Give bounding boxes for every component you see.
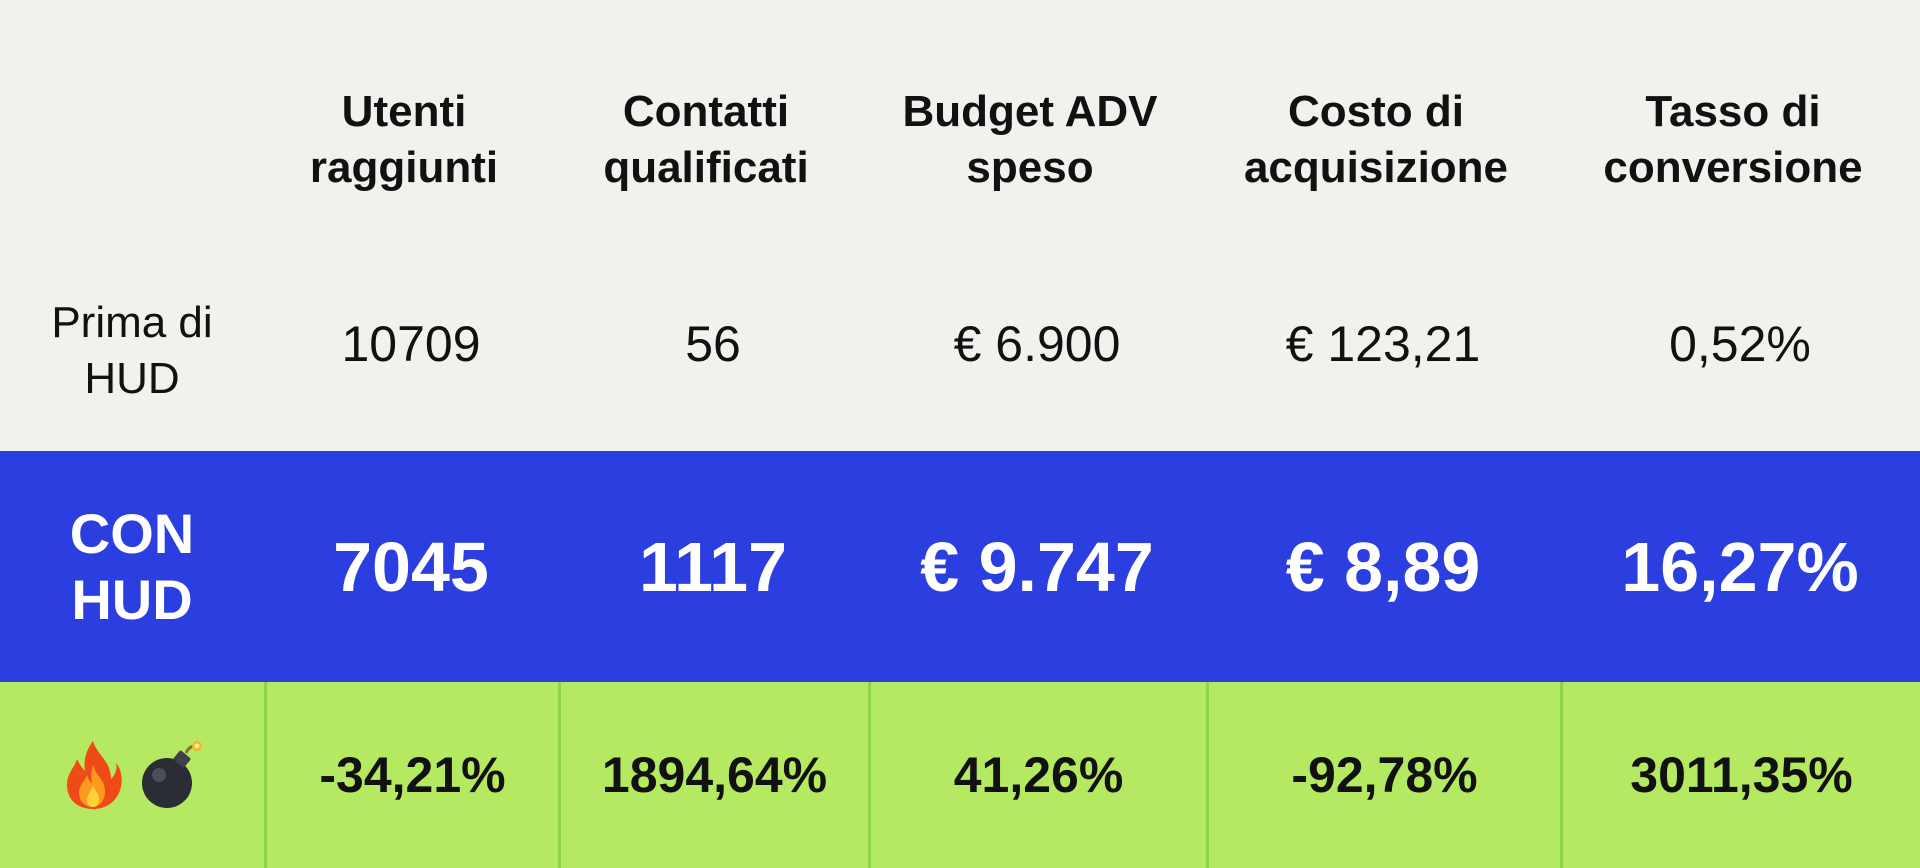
- column-header-conversion-rate: Tasso di conversione: [1560, 0, 1920, 250]
- cell-delta-users: -34,21%: [264, 682, 558, 868]
- cell-before-users: 10709: [341, 315, 481, 372]
- table-row-with: CON HUD 7045 1117 € 9.747 € 8,89 16,27%: [0, 451, 1920, 682]
- column-header-contacts: Contatti qualificati: [558, 0, 868, 250]
- column-header-label: Costo di acquisizione: [1243, 87, 1509, 192]
- cell-delta-acquisition-cost: -92,78%: [1206, 682, 1560, 868]
- cell-with-acquisition-cost: € 8,89: [1285, 527, 1481, 606]
- cell-with-contacts: 1117: [639, 527, 787, 606]
- table-row-before: Prima di HUD 10709 56 € 6.900 € 123,21 0…: [0, 250, 1920, 451]
- cell-before-budget: € 6.900: [953, 315, 1121, 372]
- row-label-with: CON HUD: [69, 501, 195, 631]
- cell-before-contacts: 56: [685, 315, 741, 372]
- header-corner: [0, 0, 264, 250]
- cell-before-conversion-rate: 0,52%: [1669, 315, 1811, 372]
- column-header-label: Contatti qualificati: [603, 87, 809, 192]
- cell-delta-conversion-rate: 3011,35%: [1560, 682, 1920, 868]
- column-header-acquisition-cost: Costo di acquisizione: [1206, 0, 1560, 250]
- column-header-users: Utenti raggiunti: [264, 0, 558, 250]
- cell-before-acquisition-cost: € 123,21: [1285, 315, 1481, 372]
- column-header-label: Tasso di conversione: [1603, 87, 1863, 192]
- column-header-budget: Budget ADV speso: [868, 0, 1206, 250]
- delta-icons: [61, 739, 203, 811]
- cell-delta-budget: 41,26%: [868, 682, 1206, 868]
- cell-with-budget: € 9.747: [920, 527, 1154, 606]
- row-label-before: Prima di HUD: [51, 297, 213, 403]
- row-label-delta: [0, 682, 264, 868]
- column-header-label: Utenti raggiunti: [309, 87, 499, 192]
- column-header-label: Budget ADV speso: [902, 87, 1158, 192]
- cell-with-users: 7045: [333, 527, 489, 606]
- bomb-icon: [142, 741, 202, 808]
- header-row: Utenti raggiunti Contatti qualificati Bu…: [0, 0, 1920, 250]
- table-row-delta: -34,21% 1894,64% 41,26% -92,78% 3011,35%: [0, 682, 1920, 868]
- cell-with-conversion-rate: 16,27%: [1621, 527, 1859, 606]
- flame-icon: [67, 741, 122, 809]
- cell-delta-contacts: 1894,64%: [558, 682, 868, 868]
